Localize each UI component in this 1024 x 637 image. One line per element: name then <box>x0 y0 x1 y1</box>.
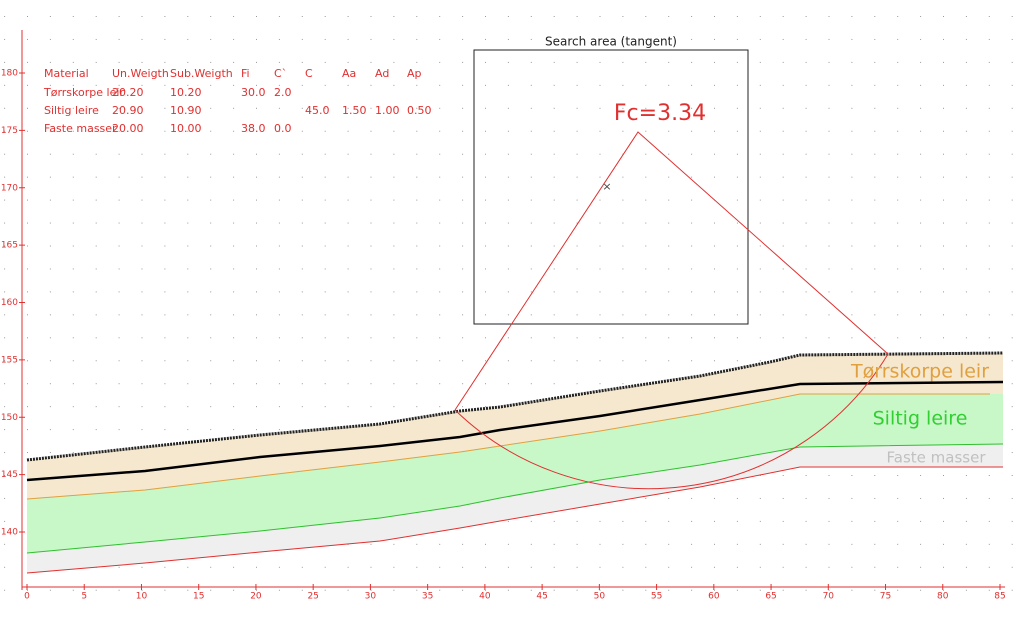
table-cell: 1.00 <box>375 104 400 117</box>
table-cell: 1.50 <box>342 104 367 117</box>
table-header: C <box>305 67 313 80</box>
table-cell: 10.00 <box>170 122 202 135</box>
x-tick-label: 80 <box>937 592 949 602</box>
table-header: Ap <box>407 67 422 80</box>
y-tick-label: 155 <box>1 355 18 365</box>
x-tick-label: 45 <box>536 592 547 602</box>
x-tick-label: 35 <box>422 592 433 602</box>
y-tick-label: 175 <box>1 126 18 136</box>
table-cell: Faste masser <box>44 122 117 135</box>
orange-boundary <box>26 393 990 500</box>
x-tick-label: 15 <box>193 592 204 602</box>
x-tick-label: 60 <box>708 592 720 602</box>
table-header: C` <box>274 67 287 80</box>
search-title: Search area (tangent) <box>545 35 677 49</box>
firm-soil-fill <box>27 444 1003 573</box>
search-box <box>473 49 749 325</box>
table-cell: 30.0 <box>241 86 266 99</box>
x-tick-label: 50 <box>594 592 606 602</box>
y-tick-label: 145 <box>1 470 18 480</box>
x-tick-label: 75 <box>880 592 891 602</box>
table-header: Aa <box>342 67 356 80</box>
y-tick-label: 180 <box>1 69 18 79</box>
table-cell: 10.20 <box>170 86 202 99</box>
table-header: Fi <box>241 67 250 80</box>
y-tick-label: 140 <box>1 528 18 538</box>
layer-label: Tørrskorpe leir <box>850 361 989 383</box>
table-cell: 38.0 <box>241 122 266 135</box>
center-mark: × <box>602 180 611 193</box>
slip-circle <box>454 353 889 490</box>
table-header: Un.Weigth <box>112 67 169 80</box>
y-tick-label: 170 <box>1 183 18 193</box>
table-header: Material <box>44 67 89 80</box>
x-tick-label: 55 <box>651 592 662 602</box>
table-cell: Tørrskorpe leir <box>43 86 124 99</box>
bedrock-line <box>26 466 1003 574</box>
x-tick-label: 5 <box>81 592 87 602</box>
table-cell: 10.90 <box>170 104 202 117</box>
table-cell: 2.0 <box>274 86 292 99</box>
layer-label: Siltig leire <box>873 408 968 430</box>
table-cell: 45.0 <box>305 104 330 117</box>
crust-line <box>26 380 1004 482</box>
table-cell: 20.90 <box>112 104 144 117</box>
x-tick-label: 85 <box>994 592 1005 602</box>
table-cell: 20.20 <box>112 86 144 99</box>
x-tick-label: 25 <box>307 592 318 602</box>
y-tick-label: 165 <box>1 241 18 251</box>
table-cell: 20.00 <box>112 122 144 135</box>
x-tick-label: 0 <box>24 592 30 602</box>
table-cell: Siltig leire <box>44 104 99 117</box>
x-tick-label: 40 <box>479 592 491 602</box>
x-tick-label: 10 <box>136 592 148 602</box>
green-boundary <box>26 443 1004 554</box>
slip-lines <box>454 131 889 411</box>
y-tick-label: 160 <box>1 298 18 308</box>
x-tick-label: 30 <box>365 592 377 602</box>
x-tick-label: 70 <box>823 592 835 602</box>
x-tick-label: 20 <box>250 592 262 602</box>
factor-label: Fc=3.34 <box>614 101 706 126</box>
table-cell: 0.0 <box>274 122 292 135</box>
table-header: Sub.Weigth <box>170 67 233 80</box>
table-header: Ad <box>375 67 389 80</box>
table-cell: 0.50 <box>407 104 432 117</box>
x-tick-label: 65 <box>765 592 776 602</box>
y-tick-label: 150 <box>1 413 18 423</box>
layer-label: Faste masser <box>887 449 987 467</box>
ground-surface <box>26 351 1004 462</box>
silty-clay-fill <box>27 394 1003 553</box>
